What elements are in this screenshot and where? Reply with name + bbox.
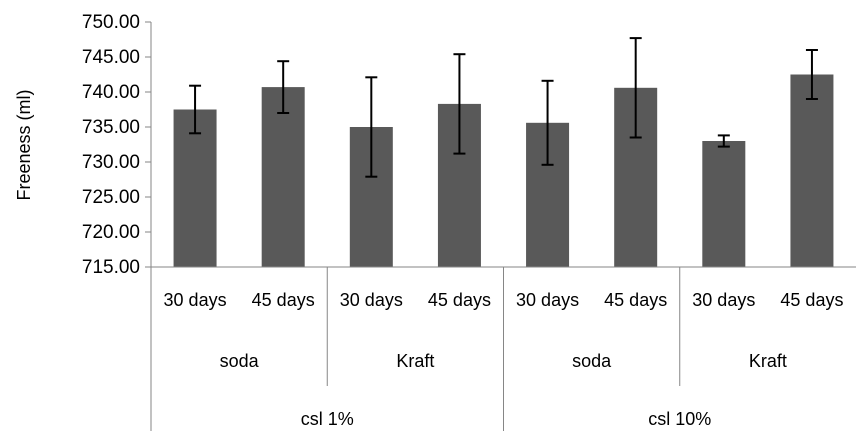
x-category-label: 45 days <box>252 290 315 310</box>
y-tick-label: 715.00 <box>82 257 140 278</box>
x-category-label: 45 days <box>428 290 491 310</box>
bars <box>173 74 834 268</box>
x-category-label: 45 days <box>604 290 667 310</box>
x-category-label: 45 days <box>780 290 843 310</box>
bar <box>790 74 834 267</box>
x-category-label: 30 days <box>340 290 403 310</box>
x-category-label: 30 days <box>692 290 755 310</box>
y-tick-label: 720.00 <box>82 222 140 243</box>
y-tick-label: 750.00 <box>82 12 140 33</box>
y-tick-label: 735.00 <box>82 117 140 138</box>
bar <box>702 141 746 267</box>
process-label: soda <box>572 351 612 371</box>
y-tick-label: 745.00 <box>82 47 140 68</box>
y-axis-label: Freeness (ml) <box>14 89 34 200</box>
x-category-label: 30 days <box>164 290 227 310</box>
process-label: soda <box>220 351 260 371</box>
process-label: Kraft <box>396 351 434 371</box>
y-tick-label: 730.00 <box>82 152 140 173</box>
x-category-label: 30 days <box>516 290 579 310</box>
group-label: csl 1% <box>301 409 354 429</box>
category-dividers <box>326 267 681 431</box>
x-category-labels: 30 days 45 days 30 days 45 days 30 days 45 da… <box>164 290 844 310</box>
error-bars <box>189 37 818 178</box>
y-axis-ticks: 750.00 745.00 740.00 735.00 730.00 725.00 720.… <box>82 12 151 278</box>
process-labels: soda Kraft soda Kraft <box>220 351 787 371</box>
process-label: Kraft <box>749 351 787 371</box>
y-tick-label: 740.00 <box>82 82 140 103</box>
bar <box>261 87 305 267</box>
group-label: csl 10% <box>648 409 711 429</box>
bar <box>173 109 217 267</box>
y-tick-label: 725.00 <box>82 187 140 208</box>
group-labels: csl 1% csl 10% <box>301 409 712 429</box>
